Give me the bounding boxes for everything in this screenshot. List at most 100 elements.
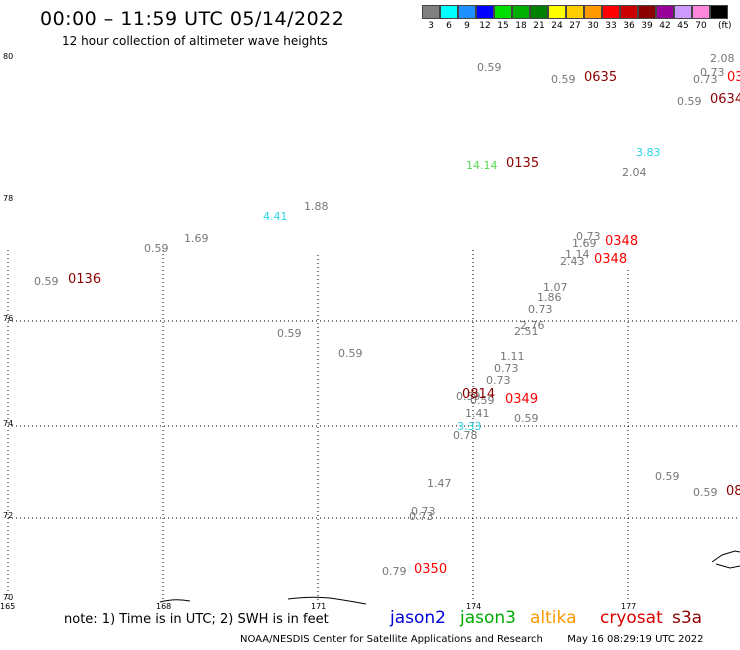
wave-height-label: 0.59	[693, 486, 718, 499]
legend-cell: 27	[566, 5, 584, 31]
wave-height-label: 2.76	[520, 319, 545, 332]
wave-height-label: 1.86	[537, 291, 562, 304]
legend-cell: 45	[674, 5, 692, 31]
wave-height-label: 2.51	[514, 325, 539, 338]
legend-swatch	[530, 5, 548, 19]
legend-label: 18	[515, 21, 527, 31]
pass-time-label: 0635	[584, 70, 618, 85]
legend-swatch	[476, 5, 494, 19]
legend-cell: 33	[602, 5, 620, 31]
legend-label: 30	[587, 21, 599, 31]
legend-swatch	[440, 5, 458, 19]
legend-label: 9	[464, 21, 470, 31]
legend-swatch	[674, 5, 692, 19]
legend-cell: 24	[548, 5, 566, 31]
lon-label-171: 171	[311, 602, 327, 611]
pass-time-label: 0135	[506, 156, 540, 171]
legend-label: 21	[533, 21, 545, 31]
wave-height-label: 1.14	[565, 248, 590, 261]
wave-height-label: 0.73	[576, 230, 601, 243]
legend-cell: 12	[476, 5, 494, 31]
wave-height-label: 0.73	[486, 374, 511, 387]
legend-label: 24	[551, 21, 563, 31]
legend-label: 3	[428, 21, 434, 31]
legend-swatch	[710, 5, 728, 19]
generated-timestamp: May 16 08:29:19 UTC 2022	[567, 634, 704, 645]
wave-height-label: 0.59	[477, 61, 502, 74]
legend-label: 39	[641, 21, 653, 31]
satellite-jason2: jason2	[390, 608, 446, 628]
lon-label-165: 165	[0, 602, 16, 611]
legend-swatch	[422, 5, 440, 19]
legend-cell: 36	[620, 5, 638, 31]
pass-time-label: 0814	[462, 387, 496, 402]
legend-cell: 70	[692, 5, 710, 31]
lon-label-168: 168	[156, 602, 172, 611]
wave-height-label: 2.08	[710, 52, 735, 65]
lat-label-76: 76	[3, 314, 14, 323]
footer-note: note: 1) Time is in UTC; 2) SWH is in fe…	[64, 612, 329, 627]
pass-time-label: 0349	[505, 392, 539, 407]
legend-cell: 21	[530, 5, 548, 31]
lon-label-177: 177	[621, 602, 637, 611]
wave-height-label: 1.88	[304, 200, 329, 213]
legend-label: 15	[497, 21, 509, 31]
legend-swatch	[548, 5, 566, 19]
legend-label: 27	[569, 21, 581, 31]
wave-height-label: 1.69	[184, 232, 209, 245]
wave-height-label: 0.59	[34, 275, 59, 288]
pass-time-label: 0136	[68, 272, 102, 287]
wave-height-label: 0.59	[456, 390, 481, 403]
legend-swatch	[692, 5, 710, 19]
lat-label-78: 78	[3, 194, 14, 203]
satellite-s3a: s3a	[672, 608, 703, 628]
wave-height-label: 2.43	[560, 255, 585, 268]
legend-cell: 18	[512, 5, 530, 31]
wave-height-label: 1.47	[427, 477, 452, 490]
pass-time-label: 0350	[414, 562, 448, 577]
legend-cell: 9	[458, 5, 476, 31]
map-subtitle: 12 hour collection of altimeter wave hei…	[62, 34, 328, 48]
legend-cell: 30	[584, 5, 602, 31]
legend-label: 12	[479, 21, 491, 31]
legend-swatch	[638, 5, 656, 19]
pass-time-label: 08	[726, 484, 740, 499]
wave-height-label: 0.59	[551, 73, 576, 86]
wave-height-label: 3.83	[636, 146, 661, 159]
legend-swatch	[512, 5, 530, 19]
legend-swatch	[584, 5, 602, 19]
pass-time-label: 0348	[605, 234, 639, 249]
legend-swatch	[566, 5, 584, 19]
coastline-right	[711, 550, 740, 569]
wave-height-label: 0.79	[382, 565, 407, 578]
legend-swatch	[602, 5, 620, 19]
wave-height-label: 4.41	[263, 210, 288, 223]
credit-text: NOAA/NESDIS Center for Satellite Applica…	[240, 634, 543, 645]
wave-height-label: 0.73	[411, 505, 436, 518]
satellite-jason3: jason3	[460, 608, 516, 628]
wave-height-label: 2.04	[622, 166, 647, 179]
satellite-cryosat: cryosat	[600, 608, 663, 628]
legend-swatch	[458, 5, 476, 19]
legend-cell	[710, 5, 728, 31]
wave-height-label: 3.33	[457, 420, 482, 433]
legend-label: 36	[623, 21, 635, 31]
legend-swatch	[620, 5, 638, 19]
wave-height-label: 0.59	[677, 95, 702, 108]
legend-label: 45	[677, 21, 689, 31]
lat-label-80: 80	[3, 52, 14, 61]
coastline-bottom-2	[287, 596, 367, 605]
wave-height-label: 0.78	[453, 429, 478, 442]
wave-height-label: 1.69	[572, 237, 597, 250]
lat-label-70: 70	[3, 593, 14, 602]
legend-swatch	[656, 5, 674, 19]
wave-height-label: 1.41	[465, 407, 490, 420]
wave-height-label: 14.14	[466, 159, 498, 172]
wave-height-label: 0.59	[470, 394, 495, 407]
satellite-altika: altika	[530, 608, 577, 628]
legend-label: 6	[446, 21, 452, 31]
wave-height-label: 0.73	[700, 66, 725, 79]
pass-time-label: 0634	[710, 92, 740, 107]
pass-time-label: 0348	[594, 252, 628, 267]
